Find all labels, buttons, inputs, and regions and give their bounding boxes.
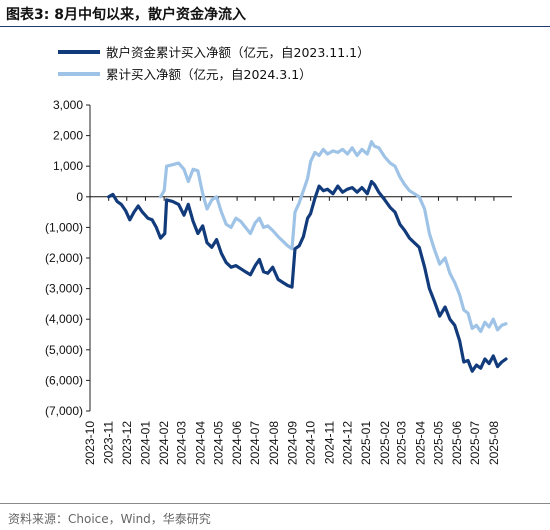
y-tick-label: (5,000) xyxy=(45,343,83,357)
y-tick-label: 3,000 xyxy=(53,98,83,112)
x-axis: 2023-10 2023-11 2023-12 2024-01 2024-02 2024-… xyxy=(83,196,512,465)
x-tick-label: 2025-08 xyxy=(487,421,501,465)
x-tick-label: 2024-11 xyxy=(322,421,336,464)
x-tick-label: 2023-12 xyxy=(120,421,134,465)
footer-rule xyxy=(0,503,550,504)
y-tick-label: (7,000) xyxy=(45,404,83,418)
y-tick-label: 0 xyxy=(76,190,83,204)
x-tick-label: 2024-03 xyxy=(175,421,189,465)
title-rule xyxy=(0,26,550,27)
y-tick-label: 1,000 xyxy=(53,159,83,173)
legend-label: 累计买入净额（亿元，自2024.3.1） xyxy=(106,67,312,82)
series-line-retail-since-2023 xyxy=(107,179,508,373)
y-tick-label: (6,000) xyxy=(45,373,83,387)
y-tick-label: (1,000) xyxy=(45,220,83,234)
x-tick-label: 2024-06 xyxy=(230,421,244,465)
x-tick-label: 2025-06 xyxy=(450,421,464,465)
x-tick-label: 2024-10 xyxy=(304,421,318,465)
x-tick-label: 2025-05 xyxy=(431,421,445,465)
series-line-since-2024 xyxy=(158,140,508,333)
x-tick-label: 2025-07 xyxy=(468,421,482,465)
legend-label: 散户资金累计买入净额（亿元，自2023.11.1） xyxy=(106,45,370,60)
x-tick-label: 2024-08 xyxy=(267,421,281,465)
x-tick-label: 2024-12 xyxy=(340,421,354,465)
x-tick-label: 2024-02 xyxy=(157,421,171,465)
x-tick-label: 2023-11 xyxy=(102,421,116,464)
plot-area xyxy=(107,140,508,373)
y-tick-label: (4,000) xyxy=(45,312,83,326)
y-tick-label: 2,000 xyxy=(53,129,83,143)
x-tick-label: 2025-02 xyxy=(378,421,392,465)
y-axis: 3,000 2,000 1,000 0 (1,000) (2,000) (3,000) (4,… xyxy=(45,98,91,418)
source-note: 资料来源：Choice，Wind，华泰研究 xyxy=(8,512,211,526)
x-tick-label: 2025-01 xyxy=(359,421,373,465)
y-tick-label: (2,000) xyxy=(45,251,83,265)
y-tick-label: (3,000) xyxy=(45,282,83,296)
figure-title: 图表3: 8月中旬以来，散户资金净流入 xyxy=(6,7,246,23)
legend: 散户资金累计买入净额（亿元，自2023.11.1） 累计买入净额（亿元，自2024… xyxy=(58,45,370,82)
x-tick-label: 2024-04 xyxy=(193,421,207,465)
x-tick-label: 2024-07 xyxy=(248,421,262,465)
x-tick-label: 2023-10 xyxy=(83,421,97,465)
x-tick-label: 2024-09 xyxy=(286,421,300,465)
x-tick-label: 2025-03 xyxy=(395,421,409,465)
x-tick-label: 2024-01 xyxy=(138,421,152,465)
x-tick-label: 2025-04 xyxy=(413,421,427,465)
x-tick-label: 2024-05 xyxy=(211,421,225,465)
line-chart: 散户资金累计买入净额（亿元，自2023.11.1） 累计买入净额（亿元，自2024… xyxy=(45,45,512,465)
